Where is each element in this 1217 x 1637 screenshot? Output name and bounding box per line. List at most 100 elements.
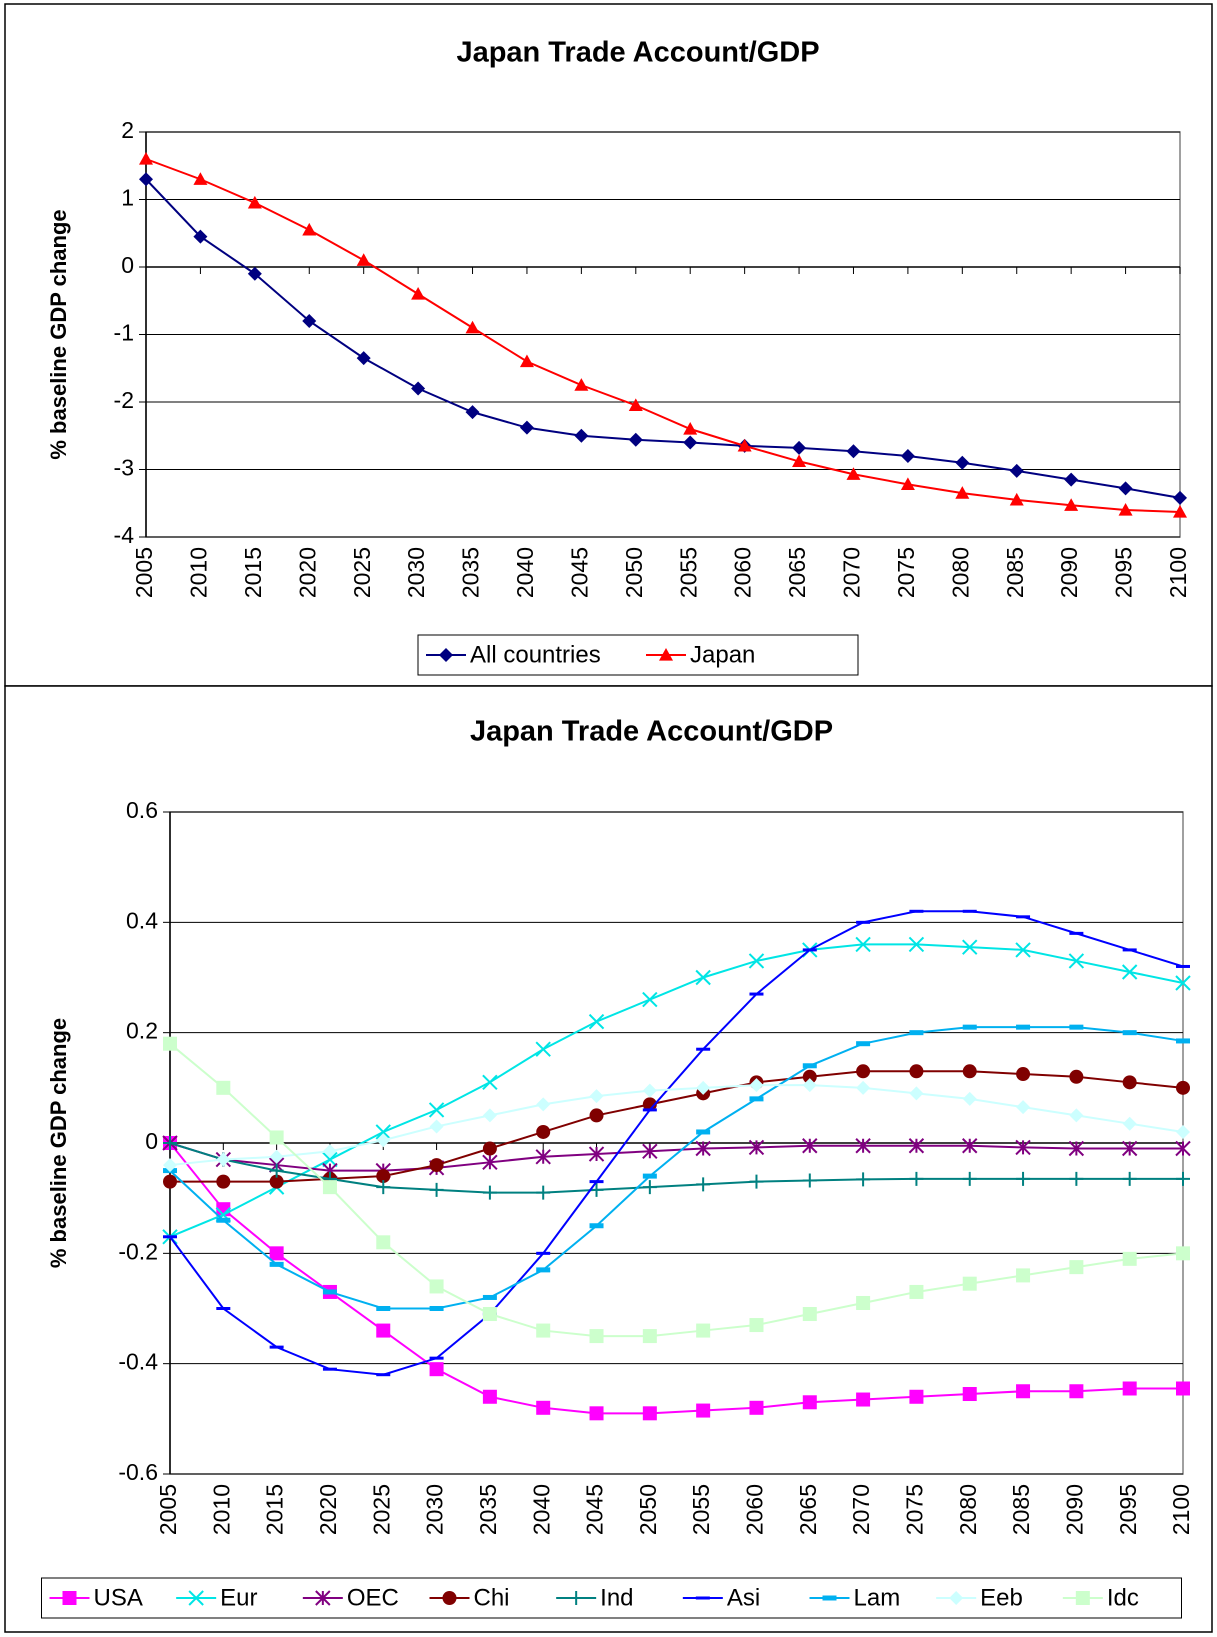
marker <box>535 1149 551 1165</box>
marker <box>1016 915 1031 919</box>
marker <box>1069 931 1084 935</box>
marker <box>1118 503 1133 516</box>
marker <box>696 1129 711 1135</box>
marker <box>482 1307 497 1322</box>
x-tick-label: 2045 <box>566 547 592 598</box>
marker <box>356 351 371 366</box>
legend-label: All countries <box>470 641 601 668</box>
marker <box>269 1130 284 1145</box>
x-tick-label: 2080 <box>947 547 973 598</box>
marker <box>247 195 262 209</box>
marker <box>1068 1140 1085 1157</box>
y-tick-label: 0 <box>121 252 134 278</box>
marker <box>1009 463 1024 478</box>
marker <box>1175 1140 1191 1157</box>
marker <box>683 422 698 435</box>
series-line <box>169 1026 1184 1310</box>
marker <box>535 1041 551 1057</box>
marker <box>642 1180 657 1195</box>
marker <box>683 435 698 450</box>
series-line <box>169 1142 1183 1172</box>
marker <box>519 420 534 435</box>
marker <box>163 1136 177 1150</box>
marker <box>962 1064 977 1079</box>
marker <box>428 1102 445 1118</box>
marker <box>695 1140 711 1157</box>
marker <box>642 1406 657 1421</box>
marker <box>482 1389 497 1404</box>
marker <box>1121 964 1138 980</box>
y-tick-label: -3 <box>114 455 134 481</box>
x-tick-label: 2030 <box>403 547 429 598</box>
marker <box>589 1108 604 1123</box>
marker <box>1176 1124 1190 1139</box>
marker <box>1175 975 1191 991</box>
marker <box>1068 953 1085 969</box>
legend-label: Lam <box>854 1584 901 1611</box>
marker <box>642 991 658 1008</box>
chart: Japan Trade Account/GDP % baseline GDP ch… <box>41 716 1194 1619</box>
x-tick-label: 2065 <box>784 547 810 598</box>
marker <box>376 1323 391 1338</box>
legend-label: Eur <box>220 1584 257 1611</box>
y-tick-label: -0.4 <box>118 1349 158 1375</box>
marker <box>322 1367 337 1371</box>
marker <box>642 1173 657 1179</box>
marker <box>442 1591 457 1605</box>
marker <box>1016 1024 1031 1030</box>
marker <box>429 1306 444 1311</box>
marker <box>429 1362 444 1377</box>
marker <box>855 1138 871 1154</box>
marker <box>1122 1116 1137 1131</box>
series-line <box>169 1142 1183 1194</box>
marker <box>163 1158 177 1173</box>
marker <box>1122 1251 1137 1266</box>
marker <box>748 1139 765 1156</box>
marker <box>642 1143 658 1159</box>
marker <box>376 1133 391 1148</box>
marker <box>536 1323 551 1338</box>
marker <box>856 1295 871 1310</box>
marker <box>589 1223 604 1229</box>
marker <box>1118 481 1133 496</box>
y-tick-label: 0.4 <box>126 907 158 933</box>
marker <box>748 953 765 969</box>
marker <box>589 1089 604 1104</box>
marker <box>962 939 978 955</box>
marker <box>737 438 752 452</box>
marker <box>193 229 208 244</box>
marker <box>1016 1268 1031 1283</box>
marker <box>589 1180 604 1184</box>
marker <box>749 992 764 996</box>
marker <box>411 287 426 300</box>
marker <box>429 1158 444 1173</box>
marker <box>216 1080 231 1095</box>
marker <box>962 909 977 913</box>
marker <box>856 1080 871 1095</box>
marker <box>322 1289 337 1295</box>
marker <box>749 1400 764 1415</box>
legend-label: Eeb <box>980 1584 1023 1611</box>
marker <box>846 444 861 459</box>
marker <box>216 1307 231 1310</box>
marker <box>909 1064 924 1079</box>
marker <box>802 1307 817 1322</box>
y-tick-label: -1 <box>114 320 134 346</box>
marker <box>1069 1108 1084 1123</box>
x-tick-label: 2015 <box>240 547 266 598</box>
marker <box>482 1074 498 1091</box>
marker <box>1069 1024 1084 1030</box>
marker <box>908 936 925 953</box>
marker <box>193 172 208 185</box>
marker <box>574 428 589 443</box>
marker <box>247 266 262 281</box>
x-tick-label: 2095 <box>1115 1484 1141 1535</box>
marker <box>411 381 426 396</box>
marker <box>822 1595 837 1601</box>
marker <box>376 1169 391 1184</box>
chart-title: Japan Trade Account/GDP <box>470 716 833 748</box>
marker <box>589 1406 604 1421</box>
x-tick-label: 2095 <box>1111 547 1137 598</box>
x-tick-label: 2070 <box>839 547 865 598</box>
marker <box>962 1276 977 1291</box>
